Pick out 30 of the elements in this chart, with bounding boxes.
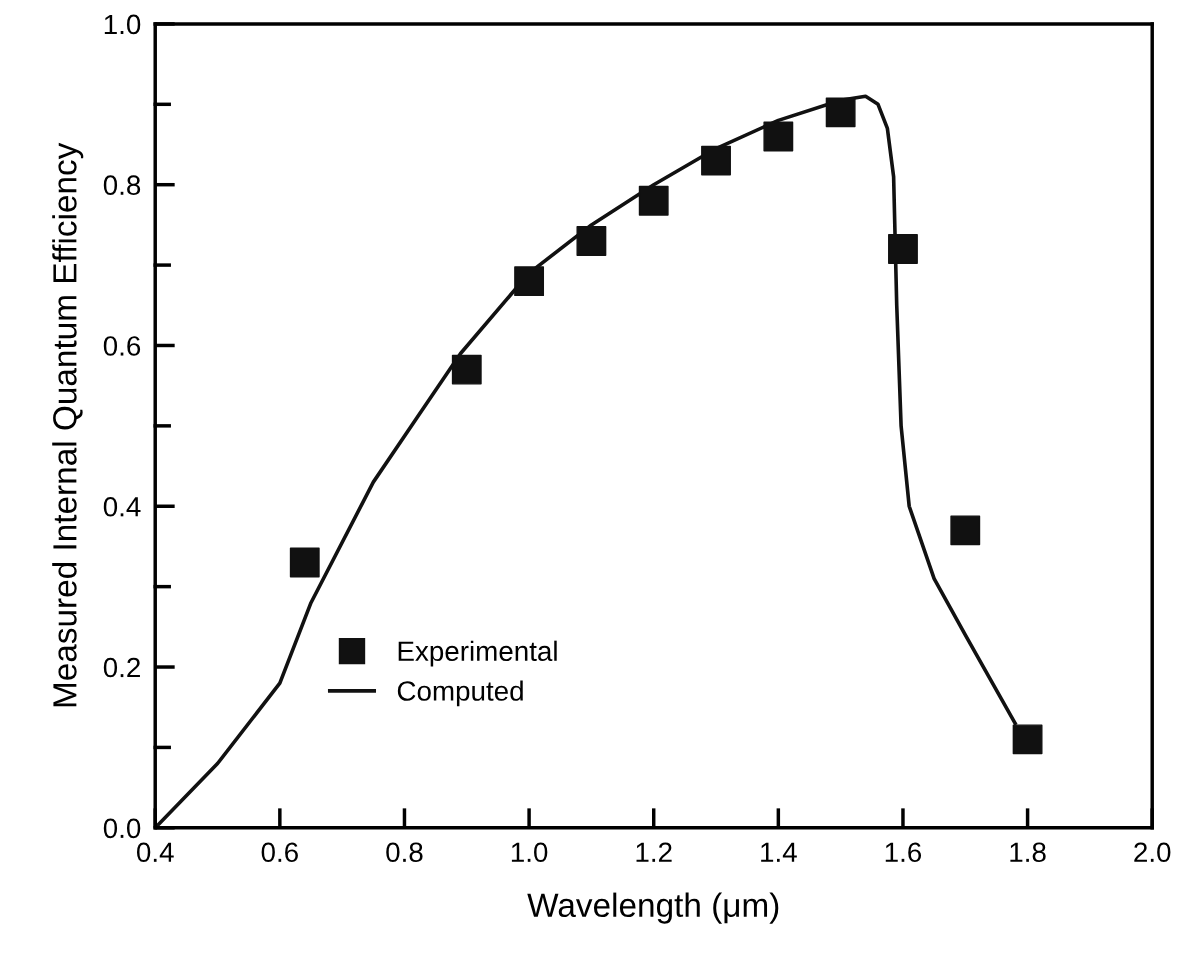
x-tick-label: 1.4 xyxy=(761,842,797,862)
x-tick-label: 1.0 xyxy=(511,842,548,863)
x-tick-label: 1.6 xyxy=(885,842,922,863)
y-tick-label: 0.4 xyxy=(103,496,141,517)
legend-label: Experimental xyxy=(398,640,557,667)
x-tick-label: 0.4 xyxy=(137,842,174,863)
y-axis-title: Measured Internal Quantum Efficiency xyxy=(52,142,84,707)
x-tick-label: 1.2 xyxy=(636,842,672,862)
x-tick-label: 1.8 xyxy=(1010,842,1046,863)
point xyxy=(514,266,545,297)
point xyxy=(763,121,794,152)
x-tick-label: 0.8 xyxy=(386,842,423,863)
x-tick-label: 2.0 xyxy=(1134,842,1171,863)
y-tick-label: 0.2 xyxy=(103,657,140,678)
point xyxy=(825,97,856,128)
point xyxy=(451,354,482,385)
y-tick-label: 0.8 xyxy=(103,175,141,196)
point xyxy=(1012,724,1043,755)
point xyxy=(576,226,607,256)
point xyxy=(950,515,981,546)
point xyxy=(701,145,731,176)
x-tick-label: 0.6 xyxy=(261,842,298,863)
point xyxy=(638,185,669,216)
legend-label: Computed xyxy=(397,680,523,707)
point xyxy=(289,547,320,578)
y-tick-label: 0.0 xyxy=(103,818,141,839)
point xyxy=(888,234,918,264)
x-axis-title: Wavelength (μm) xyxy=(527,892,779,924)
y-tick-label: 0.6 xyxy=(103,336,141,356)
y-tick-label: 1.0 xyxy=(104,14,141,35)
